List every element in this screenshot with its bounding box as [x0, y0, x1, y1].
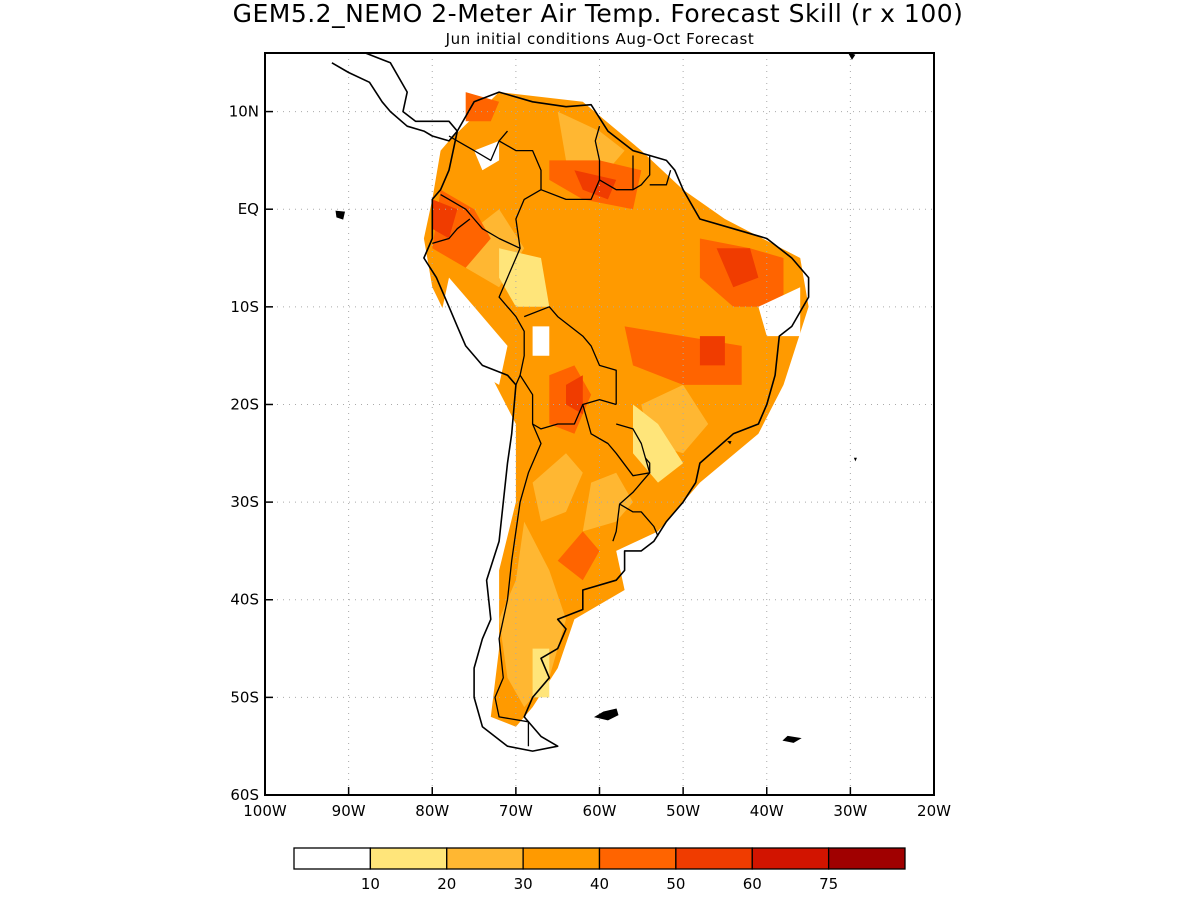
country-border-8	[523, 306, 617, 405]
colorbar-label: 50	[666, 875, 685, 893]
country-border-10	[582, 404, 651, 477]
colorbar-swatch	[598, 847, 677, 870]
country-border-14	[494, 423, 542, 747]
country-border-13	[619, 503, 659, 537]
map-subtitle: Jun initial conditions Aug-Oct Forecast	[445, 30, 755, 48]
country-border-0	[448, 130, 508, 162]
colorbar-swatch	[369, 847, 448, 870]
country-border-11	[645, 457, 651, 473]
tick-label-lat: 50S	[230, 688, 259, 706]
country-border-12	[612, 472, 651, 542]
tick-label-lat: EQ	[238, 200, 259, 218]
colorbar-swatch	[446, 847, 524, 870]
colorbar-swatch	[293, 847, 372, 870]
skill-region-7	[557, 531, 600, 581]
colorbar-label: 30	[514, 875, 533, 893]
skill-region-3	[532, 453, 583, 522]
skill-region-13	[465, 92, 500, 122]
tick-label-lon: 80W	[415, 802, 449, 820]
island-2	[335, 210, 346, 220]
colorbar-legend: 10 20 30 40 50 60 75	[293, 847, 906, 893]
colorbar-swatch	[751, 847, 830, 870]
country-border-6	[432, 218, 471, 245]
tick-label-lon: 60W	[583, 802, 617, 820]
island-0	[593, 708, 619, 721]
country-borders-layer	[432, 126, 672, 747]
skill-region-16	[574, 170, 617, 200]
colorbar-label: 20	[437, 875, 456, 893]
colorbar-swatch	[827, 847, 906, 870]
skill-field-layer	[423, 92, 809, 727]
tick-label-lon: 70W	[499, 802, 533, 820]
colorbar-label: 10	[361, 875, 380, 893]
colorbar-swatch	[675, 847, 753, 870]
skill-region-14	[716, 248, 759, 288]
island-1	[782, 735, 802, 743]
map-title: GEM5.2_NEMO 2-Meter Air Temp. Forecast S…	[233, 0, 964, 28]
gridlines	[265, 53, 934, 795]
skill-region-20	[758, 287, 801, 337]
coastline-central-america	[331, 53, 459, 142]
tick-label-lat: 20S	[230, 395, 259, 413]
tick-label-lat: 10S	[230, 298, 259, 316]
country-border-9	[519, 374, 617, 430]
tick-label-lon: 50W	[666, 802, 700, 820]
island-4	[853, 457, 857, 462]
colorbar-label: 75	[819, 875, 838, 893]
tick-label-lat: 60S	[230, 786, 259, 804]
colorbar-label: 60	[743, 875, 762, 893]
skill-region-24	[633, 404, 684, 483]
skill-region-18	[699, 336, 725, 366]
coastline-layer	[331, 53, 857, 752]
tick-label-lon: 100W	[243, 802, 287, 820]
country-border-5	[649, 170, 672, 186]
skill-region-15	[566, 375, 583, 415]
tick-label-lat: 10N	[229, 103, 259, 121]
skill-region-21	[474, 140, 500, 171]
tick-label-lon: 30W	[833, 802, 867, 820]
axis-ticks: 100W 90W 80W 70W 60W 50W 40W 30W 20W 10N EQ 10S 20S 3…	[229, 103, 951, 820]
skill-region-25	[532, 648, 550, 698]
tick-label-lon: 20W	[917, 802, 951, 820]
skill-region-19	[440, 277, 508, 385]
tick-label-lat: 30S	[230, 493, 259, 511]
coastline-south-america	[423, 91, 810, 752]
tick-label-lon: 90W	[332, 802, 366, 820]
colorbar-label: 40	[590, 875, 609, 893]
skill-region-23	[499, 248, 550, 307]
skill-region-22	[532, 326, 550, 356]
tick-label-lon: 40W	[750, 802, 784, 820]
colorbar-swatch	[522, 847, 601, 870]
country-border-3	[599, 155, 651, 191]
tick-label-lat: 40S	[230, 591, 259, 609]
country-border-1	[440, 140, 542, 249]
island-3	[727, 441, 732, 445]
